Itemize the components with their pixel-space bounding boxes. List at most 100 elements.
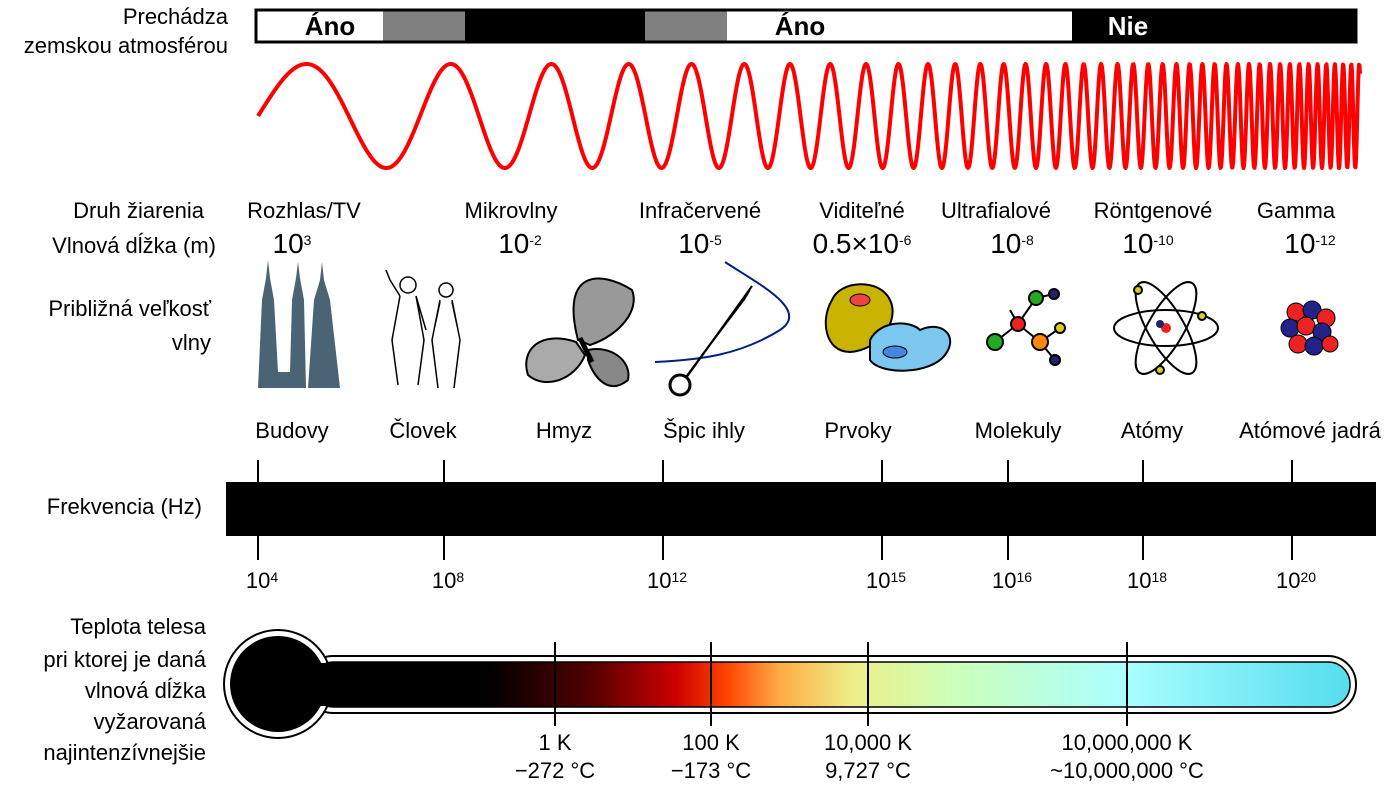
wavelength-label: Vlnová dĺžka (m)	[52, 233, 216, 258]
wavelength-value: 10-5	[678, 229, 722, 259]
temperature-kelvin: 10,000 K	[823, 730, 913, 755]
wavelength-base: 10	[498, 228, 530, 259]
frequency-exponent: 18	[1151, 569, 1168, 585]
radiation-type-name: Infračervené	[638, 198, 762, 223]
size-object-label: Špic ihly	[663, 418, 745, 443]
wavelength-exponent: -10	[1153, 232, 1174, 248]
frequency-tick-label: 1020	[1276, 568, 1316, 594]
size-object-label: Hmyz	[535, 418, 593, 443]
wavelength-value: 10-12	[1284, 229, 1335, 259]
frequency-tick-label: 104	[246, 568, 278, 594]
humans-icon	[385, 269, 461, 389]
radiation-type-label: Druh žiarenia	[73, 198, 204, 223]
temperature-label-line4: vyžarovaná	[93, 709, 206, 734]
temperature-kelvin: 100 K	[682, 730, 740, 755]
frequency-exponent: 12	[671, 569, 688, 585]
wavelength-value: 10-2	[498, 229, 542, 259]
temperature-label-line2: pri ktorej je daná	[43, 647, 206, 672]
size-object-label: Človek	[389, 418, 457, 443]
wavelength-value: 10-8	[990, 229, 1034, 259]
size-label-line2: vlny	[171, 330, 211, 355]
atmosphere-label-line2: zemskou atmosférou	[23, 33, 228, 58]
skyscraper-icon	[258, 260, 340, 388]
wavelength-value: 10-10	[1122, 229, 1173, 259]
radiation-type-name: Gamma	[1256, 198, 1336, 223]
atmosphere-segment	[465, 10, 645, 42]
atmosphere-segment	[645, 10, 727, 42]
frequency-ticks	[257, 460, 1293, 560]
temperature-label-line5: najintenzívnejšie	[43, 740, 206, 765]
frequency-base: 10	[865, 568, 891, 593]
wavelength-base: 10	[1122, 228, 1154, 259]
frequency-exponent: 20	[1300, 569, 1317, 585]
wavelength-base: 0.5×10	[812, 228, 899, 259]
wavelength-exponent: -2	[529, 232, 542, 248]
frequency-label: Frekvencia (Hz)	[46, 494, 202, 519]
frequency-exponent: 15	[890, 569, 907, 585]
frequency-base: 10	[1126, 568, 1152, 593]
frequency-tick-label: 1015	[866, 568, 906, 594]
atmosphere-segment	[256, 10, 383, 42]
radiation-type-name: Ultrafialové	[940, 198, 1052, 223]
wavelength-exponent: -8	[1021, 232, 1034, 248]
temperature-kelvin: 10,000,000 K	[1061, 730, 1193, 755]
butterfly-icon	[525, 277, 635, 387]
atmosphere-segment-label: Nie	[0, 11, 21, 41]
protozoa-icon	[824, 283, 952, 372]
wavelength-value: 103	[273, 229, 312, 259]
temperature-celsius: ~10,000,000 °C	[1050, 758, 1204, 783]
temperature-label-line3: vlnová dĺžka	[84, 678, 206, 703]
atmosphere-segment	[383, 10, 465, 42]
wavelength-exponent: -12	[1315, 232, 1336, 248]
molecule-icon	[986, 288, 1066, 366]
wavelength-exponent: -6	[898, 232, 912, 248]
wavelength-base: 10	[272, 228, 304, 259]
frequency-base: 10	[991, 568, 1017, 593]
frequency-bar	[226, 482, 1376, 536]
frequency-base: 10	[431, 568, 457, 593]
wave-curve	[256, 62, 1362, 170]
wavelength-exponent: -5	[709, 232, 722, 248]
atmosphere-segment-label: Nie	[1107, 11, 1149, 41]
size-object-label: Prvoky	[824, 418, 892, 443]
temperature-celsius: −272 °C	[514, 758, 596, 783]
temperature-label-line1: Teplota telesa	[70, 614, 206, 639]
wavelength-base: 10	[1284, 228, 1316, 259]
wavelength-base: 10	[678, 228, 710, 259]
nucleus-icon	[1280, 300, 1339, 356]
frequency-base: 10	[646, 568, 672, 593]
radiation-type-name: Mikrovlny	[464, 198, 558, 223]
temperature-ticks	[554, 642, 1128, 726]
wavelength-base: 10	[990, 228, 1022, 259]
temperature-celsius: −173 °C	[670, 758, 752, 783]
size-object-label: Atómové jadrá	[1239, 418, 1381, 443]
radiation-type-name: Rozhlas/TV	[247, 198, 361, 223]
size-object-label: Budovy	[255, 418, 329, 443]
atmosphere-bar-border	[254, 8, 1358, 44]
frequency-tick-label: 1012	[647, 568, 687, 594]
radiation-type-name: Viditeľné	[819, 198, 905, 223]
atmosphere-bar	[254, 8, 1358, 44]
frequency-exponent: 8	[456, 569, 465, 585]
size-object-label: Atómy	[1120, 418, 1184, 443]
frequency-base: 10	[1275, 568, 1301, 593]
thermometer	[223, 629, 1357, 739]
radiation-type-name: Röntgenové	[1093, 198, 1213, 223]
needle-icon	[654, 261, 790, 397]
temperature-kelvin: 1 K	[538, 730, 572, 755]
frequency-tick-label: 108	[432, 568, 464, 594]
frequency-tick-label: 1018	[1127, 568, 1167, 594]
atom-icon	[1113, 281, 1219, 375]
atmosphere-segment	[1072, 10, 1356, 42]
frequency-base: 10	[245, 568, 271, 593]
wavelength-exponent: 3	[303, 232, 312, 248]
temperature-celsius: 9,727 °C	[825, 758, 911, 783]
atmosphere-segment-label: Áno	[304, 11, 356, 41]
atmosphere-segment	[727, 10, 1072, 42]
size-object-label: Molekuly	[974, 418, 1062, 443]
frequency-exponent: 4	[270, 569, 279, 585]
atmosphere-label-line1: Prechádza	[122, 4, 228, 29]
wavelength-value: 0.5×10-6	[813, 229, 912, 259]
frequency-tick-label: 1016	[992, 568, 1032, 594]
